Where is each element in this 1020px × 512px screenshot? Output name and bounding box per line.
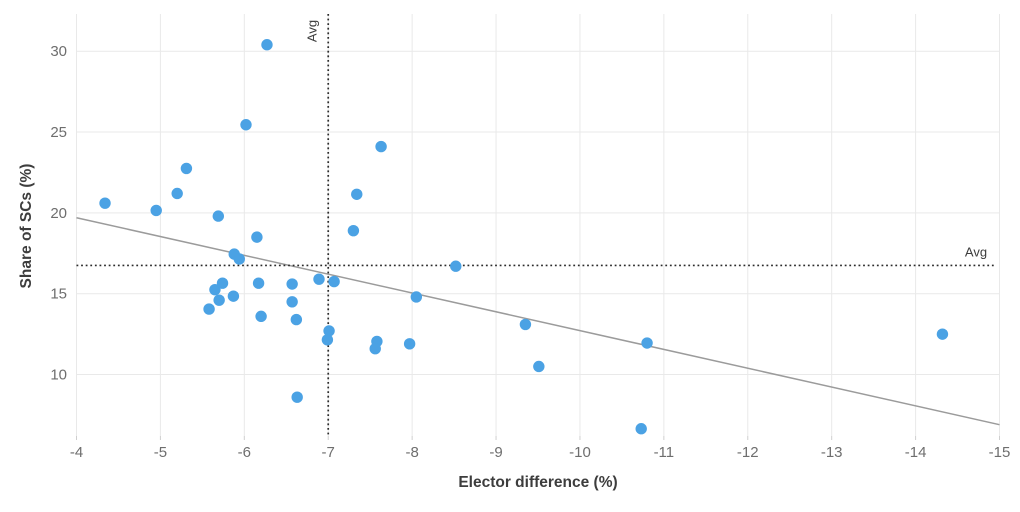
data-point[interactable]: [410, 291, 423, 303]
x-tick-label: -7: [322, 444, 335, 461]
data-point[interactable]: [323, 325, 335, 337]
x-tick-label: -4: [70, 444, 83, 461]
data-point[interactable]: [99, 197, 111, 209]
data-point[interactable]: [286, 278, 298, 290]
x-tick-label: -10: [569, 444, 591, 461]
x-tick-label: -11: [654, 444, 675, 461]
data-point[interactable]: [369, 342, 381, 355]
data-point[interactable]: [347, 224, 360, 237]
data-point[interactable]: [519, 318, 532, 331]
data-point[interactable]: [171, 187, 183, 200]
data-point[interactable]: [375, 140, 387, 153]
data-point[interactable]: [180, 162, 193, 175]
data-point[interactable]: [209, 283, 221, 296]
x-tick-label: -9: [489, 444, 502, 461]
y-tick-label: 15: [50, 286, 67, 303]
y-tick-label: 30: [50, 43, 67, 60]
data-point[interactable]: [240, 119, 252, 131]
data-point[interactable]: [450, 260, 462, 272]
x-tick-label: -12: [737, 444, 759, 461]
data-point[interactable]: [313, 273, 325, 285]
data-point[interactable]: [936, 328, 949, 340]
data-point[interactable]: [291, 391, 303, 403]
data-point[interactable]: [252, 277, 265, 289]
data-point[interactable]: [216, 277, 229, 289]
data-point[interactable]: [233, 253, 245, 265]
data-point[interactable]: [533, 360, 545, 373]
avg-x-line-label: Avg: [304, 19, 320, 43]
x-tick-label: -8: [405, 444, 418, 461]
y-tick-label: 20: [50, 205, 67, 222]
data-point[interactable]: [227, 290, 240, 302]
data-point[interactable]: [403, 338, 416, 350]
data-point[interactable]: [251, 231, 263, 243]
trend-line: [76, 216, 1000, 426]
data-point[interactable]: [213, 294, 225, 306]
data-point[interactable]: [261, 39, 273, 51]
x-tick-label: -5: [154, 444, 167, 461]
x-tick-label: -15: [989, 444, 1011, 461]
data-point[interactable]: [290, 313, 303, 326]
avg-y-line-label: Avg: [964, 244, 988, 260]
data-point[interactable]: [255, 310, 267, 323]
y-tick-label: 25: [50, 124, 67, 141]
x-tick-label: -13: [821, 444, 843, 461]
y-tick-label: 10: [50, 367, 67, 384]
y-axis-title: Share of SCs (%): [18, 163, 35, 289]
data-point[interactable]: [328, 275, 340, 288]
x-tick-label: -14: [905, 444, 927, 461]
data-point[interactable]: [321, 334, 334, 346]
data-point[interactable]: [635, 423, 647, 435]
data-point[interactable]: [641, 337, 653, 349]
data-point[interactable]: [286, 296, 298, 308]
data-point[interactable]: [203, 303, 215, 315]
x-tick-label: -6: [238, 444, 251, 461]
data-point[interactable]: [351, 188, 363, 200]
x-axis-title: Elector difference (%): [458, 474, 618, 491]
data-point[interactable]: [212, 210, 225, 222]
data-point[interactable]: [150, 204, 162, 217]
